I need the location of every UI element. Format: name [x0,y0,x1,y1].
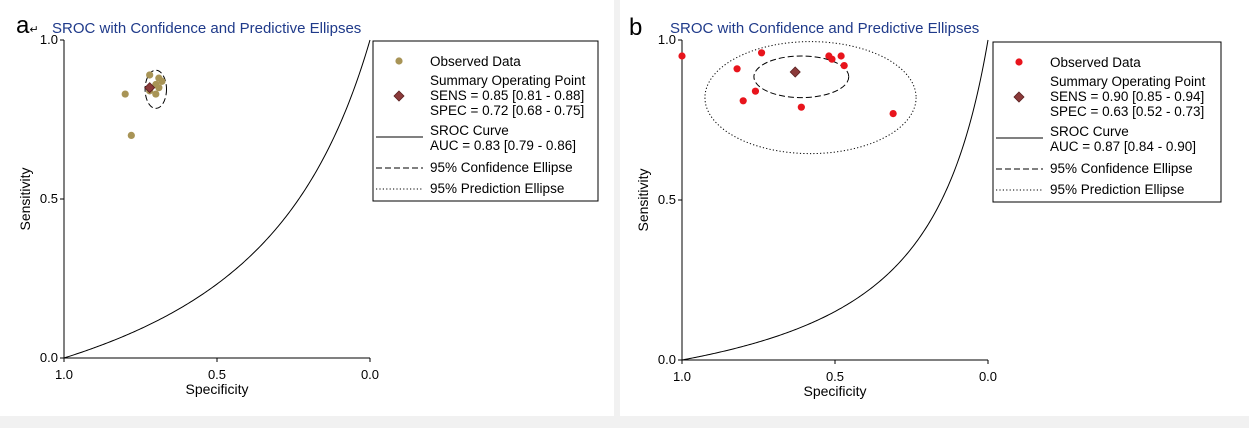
sroc-curve [63,39,371,359]
observed-data-point [840,62,848,70]
y-tick-label: 0.0 [658,352,676,367]
y-tick-label: 1.0 [658,32,676,47]
panel-gap [614,0,620,428]
sroc-curve [681,39,989,361]
observed-data-point [155,84,163,92]
chart-title: SROC with Confidence and Predictive Elli… [670,20,980,37]
observed-data-point [152,90,160,98]
observed-data-point [733,65,741,73]
legend-pred-label: 95% Prediction Ellipse [430,181,564,196]
legend-auc-label: AUC = 0.83 [0.79 - 0.86] [430,138,576,153]
legend-observed-label: Observed Data [430,54,521,69]
legend-observed-marker [395,57,403,65]
panel-a: a↵ SROC with Confidence and Predictive E… [0,0,614,416]
x-tick-label: 1.0 [55,367,73,382]
confidence-ellipse [144,69,168,109]
summary-operating-point [144,82,156,94]
legend-observed-marker [1015,58,1023,66]
observed-data-point [158,77,166,85]
y-tick-label: 1.0 [40,32,58,47]
x-tick-label: 1.0 [673,369,691,384]
legend-auc-label: AUC = 0.87 [0.84 - 0.90] [1050,139,1196,154]
panel-b: b SROC with Confidence and Predictive El… [620,0,1249,416]
confidence-ellipse [753,55,850,99]
y-tick-label: 0.5 [40,191,58,206]
legend-summary-label: Summary Operating Point [1050,74,1206,89]
observed-data-point [837,52,845,60]
x-axis-label: Specificity [803,383,866,399]
sroc-chart-b: 0.0 0.5 1.0 1.0 0.5 0.0 Specificity Sensitivity… [635,32,1222,399]
legend-curve-label: SROC Curve [430,123,509,138]
panel-label: b [629,14,643,41]
legend-sens-label: SENS = 0.90 [0.85 - 0.94] [1050,89,1204,104]
legend-box [992,41,1222,203]
legend-curve-label: SROC Curve [1050,124,1129,139]
prediction-ellipse [704,41,917,155]
observed-data-point [127,131,135,139]
y-axis-label: Sensitivity [17,167,33,230]
panel-label: a↵ [16,12,39,39]
x-tick-label: 0.0 [361,367,379,382]
observed-data-point [121,90,129,98]
y-axis-label: Sensitivity [635,168,651,231]
y-tick-label: 0.0 [40,350,58,365]
x-axis-label: Specificity [185,381,248,397]
observed-data-point [797,103,805,111]
x-tick-label: 0.5 [826,369,844,384]
observed-data-point [678,52,686,60]
x-tick-label: 0.5 [208,367,226,382]
legend-conf-label: 95% Confidence Ellipse [1050,161,1193,176]
summary-operating-point [789,66,801,78]
bottom-strip [0,416,1249,428]
sroc-chart-a: 0.0 0.5 1.0 1.0 0.5 0.0 Specificity Sensitivity… [17,32,599,397]
x-tick-label: 0.0 [979,369,997,384]
legend-summary-marker [1013,91,1025,103]
legend-summary-label: Summary Operating Point [430,73,586,88]
legend-box [372,40,599,202]
observed-data-point [739,97,747,105]
observed-data-point [828,55,836,63]
legend-summary-marker [393,90,405,102]
legend-spec-label: SPEC = 0.72 [0.68 - 0.75] [430,103,584,118]
observed-data-point [889,110,897,118]
legend-conf-label: 95% Confidence Ellipse [430,160,573,175]
observed-data-point [751,87,760,95]
y-tick-label: 0.5 [658,192,676,207]
legend-pred-label: 95% Prediction Ellipse [1050,182,1184,197]
observed-data-point [757,49,766,57]
legend-observed-label: Observed Data [1050,55,1141,70]
legend-sens-label: SENS = 0.85 [0.81 - 0.88] [430,88,584,103]
observed-data-point [146,71,154,79]
legend-spec-label: SPEC = 0.63 [0.52 - 0.73] [1050,104,1204,119]
chart-title: SROC with Confidence and Predictive Elli… [52,20,362,37]
